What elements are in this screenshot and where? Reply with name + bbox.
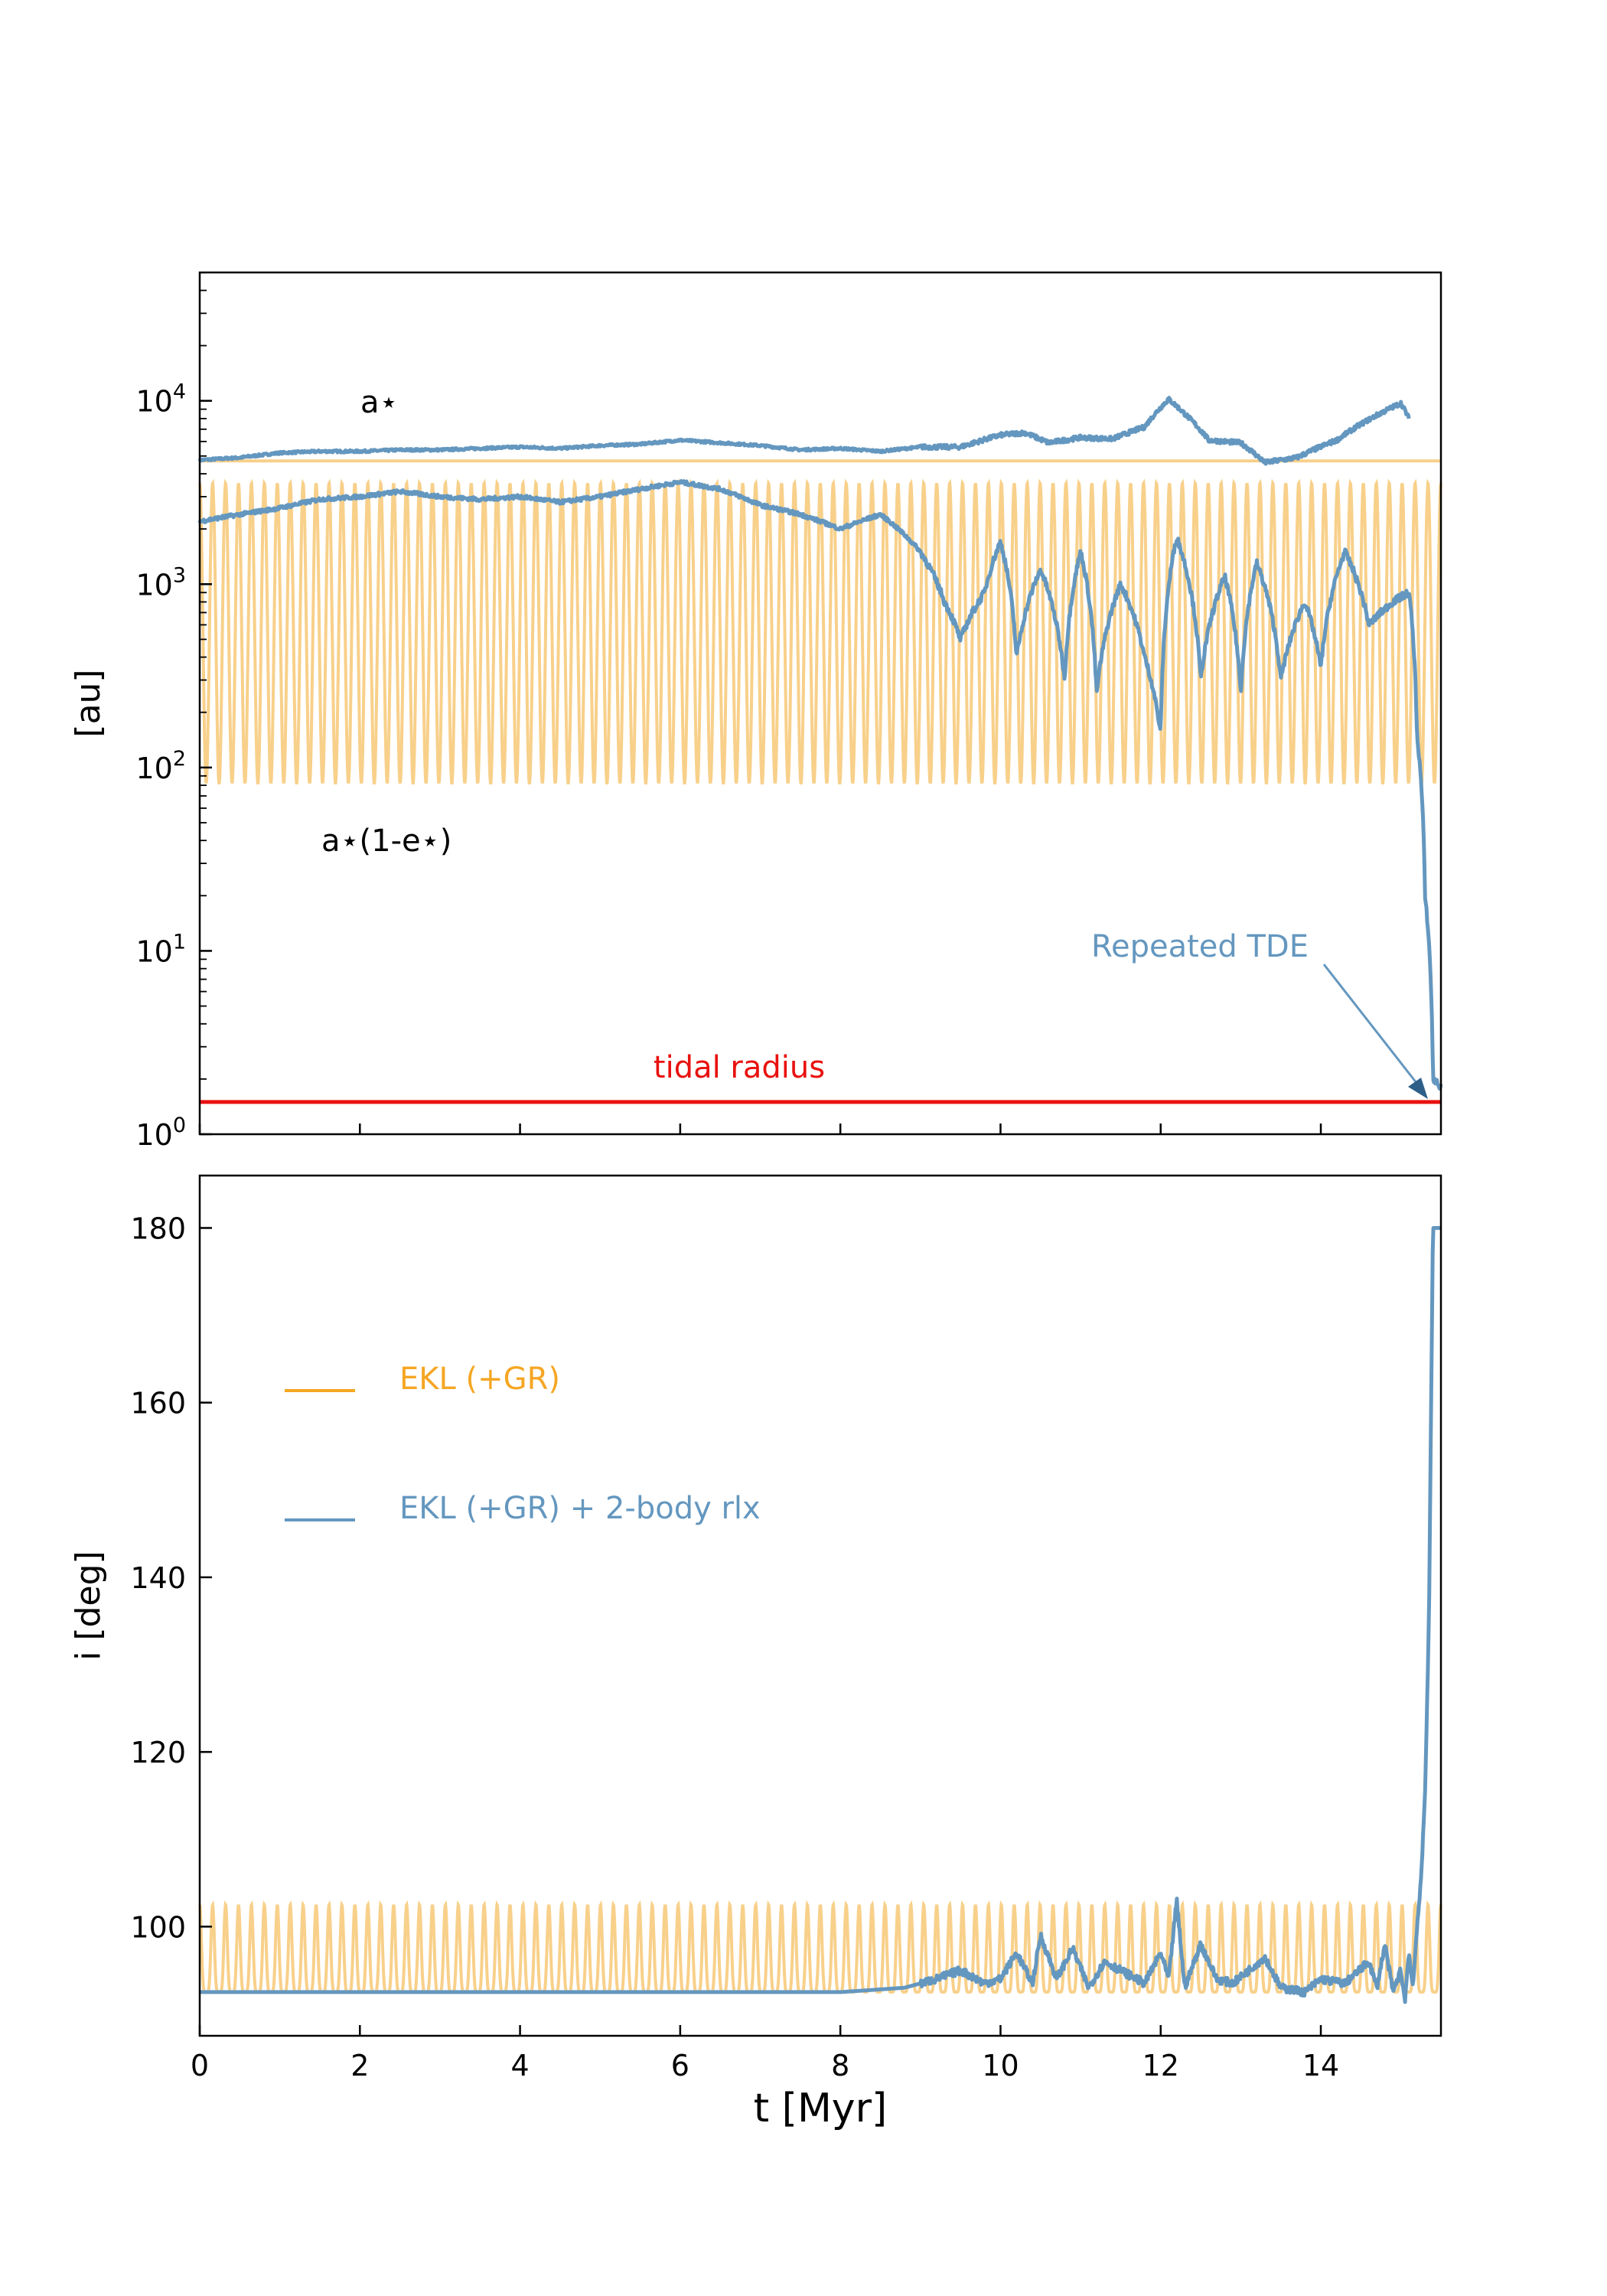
bottom-ytick-label-4: 180 [130,1212,186,1245]
top-ytick-label-1: 101 [135,930,186,968]
legend-label-ekl: EKL (+GR) [399,1362,560,1397]
bottom-xtick-label-4: 8 [831,2049,849,2082]
legend-label-ekl-rlx: EKL (+GR) + 2-body rlx [399,1491,761,1526]
annotation-a-star: a⋆ [360,385,399,420]
repeated-tde-arrow-line [1322,964,1421,1088]
bottom-panel: 0 2 4 6 8 10 12 14 100 120 140 160 180 i [deg] t [My… [69,1174,1442,2131]
bottom-plot-frame [198,1174,1442,2037]
bottom-axis-ticks: 0 2 4 6 8 10 12 14 100 120 140 160 180 [130,1212,1339,2082]
annotation-pericenter: a⋆(1-e⋆) [321,823,451,859]
top-ytick-label-4: 104 [135,380,186,419]
series-rlx-pericenter [197,479,1443,1091]
bottom-ytick-label-0: 100 [130,1910,186,1944]
top-plot-frame [198,271,1442,1136]
bottom-ytick-label-3: 160 [130,1387,186,1420]
bottom-xtick-label-1: 2 [350,2049,369,2082]
bottom-xtick-label-0: 0 [191,2049,209,2082]
top-series-layer [197,396,1443,1091]
bottom-xtick-label-7: 14 [1302,2049,1339,2082]
bottom-xtick-label-3: 6 [671,2049,689,2082]
annotation-tidal-radius: tidal radius [654,1050,825,1085]
top-panel: 100 101 102 103 104 [au] a⋆ a⋆(1-e⋆) tidal r… [69,271,1443,1152]
bottom-series-layer [198,1226,1442,2004]
bottom-xtick-label-6: 12 [1143,2049,1179,2082]
bottom-ytick-label-2: 140 [130,1561,186,1595]
legend: EKL (+GR) EKL (+GR) + 2-body rlx [285,1362,761,1526]
series-ekl-inclination [198,1900,1442,1994]
annotation-repeated-tde: Repeated TDE [1091,929,1309,964]
series-ekl-pericenter [198,478,1442,784]
series-rlx-a [197,396,1411,466]
top-y-axis-label: [au] [69,669,108,737]
x-axis-label: t [Myr] [754,2086,888,2131]
series-rlx-inclination [198,1226,1442,2004]
repeated-tde-arrow-head [1408,1078,1428,1099]
bottom-xtick-label-2: 4 [510,2049,529,2082]
top-ytick-label-2: 102 [135,747,186,785]
bottom-ytick-label-1: 120 [130,1736,186,1769]
top-ytick-label-0: 100 [135,1114,186,1152]
bottom-y-axis-label: i [deg] [69,1551,108,1660]
top-ytick-label-3: 103 [135,563,186,602]
bottom-xtick-label-5: 10 [982,2049,1019,2082]
top-axis-ticks: 100 101 102 103 104 [135,272,1322,1152]
